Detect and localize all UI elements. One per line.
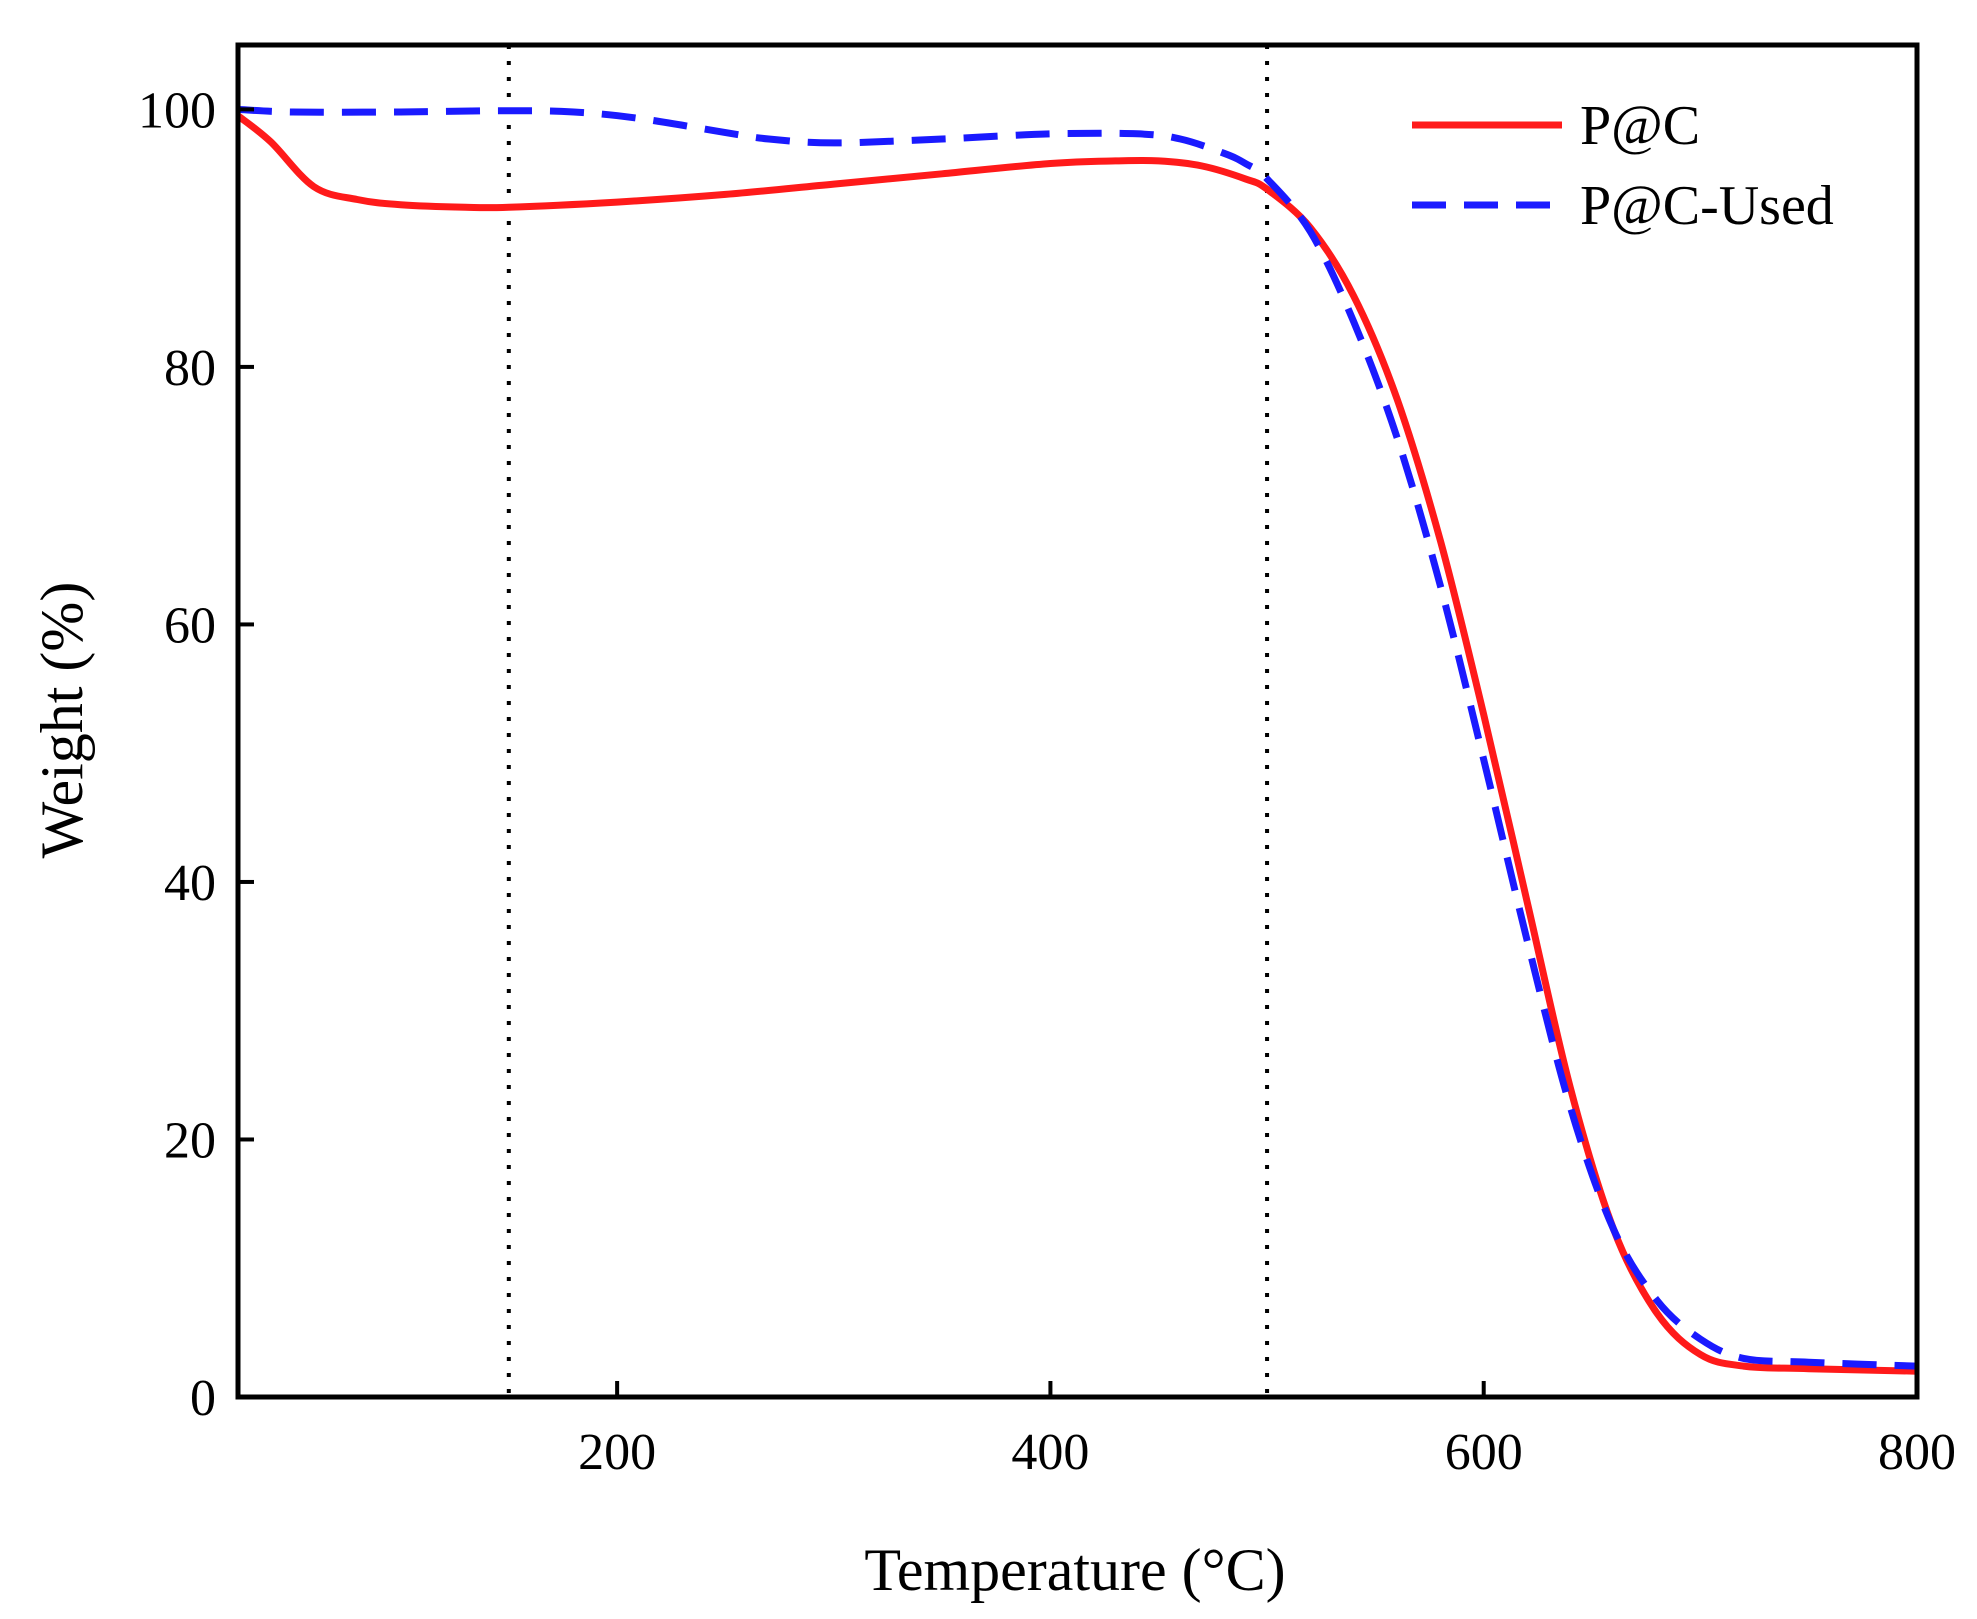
- y-tick-label: 40: [164, 855, 216, 912]
- y-tick-label: 80: [164, 340, 216, 397]
- x-axis-title: Temperature (°C): [864, 1537, 1285, 1603]
- x-tick-label: 200: [578, 1424, 656, 1481]
- x-tick-label: 600: [1445, 1424, 1523, 1481]
- y-axis-ticks: 0 20 40 60 80 100: [138, 82, 254, 1427]
- legend-label-pc-used: P@C-Used: [1580, 175, 1834, 237]
- legend-label-pc: P@C: [1580, 95, 1700, 157]
- y-tick-label: 20: [164, 1112, 216, 1169]
- y-tick-label: 100: [138, 82, 216, 139]
- y-tick-label: 0: [190, 1370, 216, 1427]
- y-axis-title: Weight (%): [29, 582, 95, 859]
- x-axis-ticks: 200 400 600 800: [578, 1381, 1956, 1481]
- plot-frame: [235, 42, 1920, 1400]
- series-line-pc-used: [237, 105, 1918, 1370]
- y-tick-label: 60: [164, 597, 216, 654]
- x-tick-label: 800: [1878, 1424, 1956, 1481]
- x-tick-label: 400: [1011, 1424, 1089, 1481]
- data-series: [235, 105, 1918, 1375]
- legend: P@C P@C-Used: [1412, 95, 1834, 237]
- reference-lines: [506, 45, 1270, 1397]
